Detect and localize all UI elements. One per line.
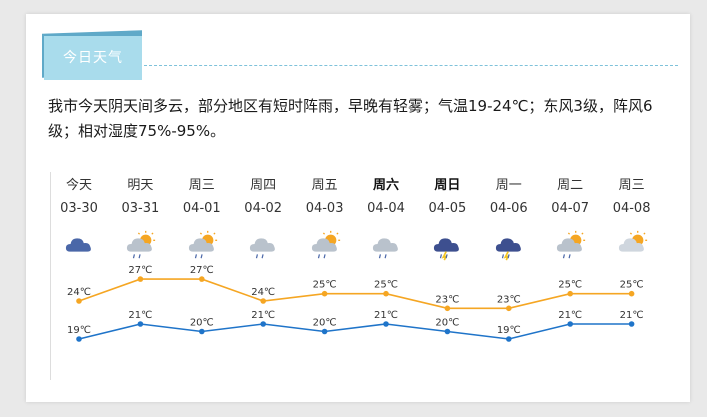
low-temp-label: 21℃ (558, 310, 582, 321)
low-temp-label: 19℃ (67, 325, 91, 336)
high-temp-label: 25℃ (558, 280, 582, 291)
low-temp-label: 20℃ (190, 318, 214, 329)
cloud-rain-icon (250, 238, 276, 259)
high-temp-label: 27℃ (190, 265, 214, 276)
low-temp-point (199, 328, 205, 335)
low-temp-point (567, 321, 573, 327)
high-temp-point (137, 276, 144, 282)
day-label: 今天 (65, 178, 92, 193)
day-date: 04-07 (551, 201, 590, 216)
title-dashed-rule (144, 65, 678, 66)
section-tab: 今日天气 (42, 30, 144, 80)
sun-cloud-shower-icon (557, 230, 586, 259)
temperature-chart: 24℃ 19℃ 27℃ 21℃ 27℃ 20℃ 24℃ 21℃ 25℃ 20℃ 25℃ 21℃ 23℃ 2… (67, 265, 644, 342)
high-temp-point (628, 290, 635, 297)
high-temp-line (78, 278, 632, 310)
day-date: 04-04 (367, 201, 405, 216)
low-temp-label: 21℃ (620, 310, 644, 321)
day-date: 04-08 (612, 201, 651, 216)
forecast-left-rule (50, 172, 51, 380)
sun-cloud-icon (618, 230, 647, 252)
weather-card: 今日天气 我市今天阴天间多云，部分地区有短时阵雨，早晚有轻雾；气温19-24℃；… (26, 14, 690, 402)
high-temp-point (444, 305, 451, 312)
day-date: 04-02 (244, 201, 283, 216)
day-label: 明天 (127, 178, 154, 193)
day-label: 周二 (557, 178, 584, 193)
high-temp-point (199, 276, 205, 282)
low-temp-label: 21℃ (128, 310, 152, 321)
cloud-rain-icon (372, 238, 398, 259)
day-label: 周六 (372, 178, 399, 193)
low-temp-point (76, 336, 82, 342)
overcast-icon (65, 238, 91, 252)
high-temp-label: 25℃ (313, 280, 337, 291)
day-label: 周四 (250, 178, 277, 193)
sun-cloud-shower-icon (311, 230, 340, 259)
sun-cloud-shower-icon (127, 230, 156, 259)
high-temp-point (383, 290, 389, 297)
high-temp-label: 23℃ (497, 294, 521, 305)
day-label: 周日 (434, 178, 461, 193)
day-date: 03-31 (121, 201, 160, 216)
day-date: 04-03 (305, 201, 344, 216)
day-date: 04-05 (428, 201, 467, 216)
day-label: 周三 (188, 178, 215, 193)
high-temp-label: 25℃ (620, 280, 644, 291)
low-temp-label: 20℃ (435, 318, 459, 329)
low-temp-label: 21℃ (374, 310, 398, 321)
low-temp-point (506, 336, 512, 342)
high-temp-label: 24℃ (251, 287, 275, 298)
high-temp-label: 24℃ (67, 287, 91, 298)
low-temp-label: 20℃ (313, 318, 337, 329)
day-label: 周三 (618, 178, 645, 193)
day-date: 03-30 (60, 201, 98, 216)
day-date: 04-01 (182, 201, 221, 216)
section-title: 今日天气 (44, 36, 142, 80)
high-temp-point (321, 290, 328, 297)
sun-cloud-shower-icon (188, 230, 217, 259)
high-temp-point (76, 298, 82, 304)
weather-summary: 我市今天阴天间多云，部分地区有短时阵雨，早晚有轻雾；气温19-24℃；东风3级，… (48, 97, 653, 140)
thunderstorm-icon (495, 238, 521, 261)
low-temp-point (260, 321, 266, 327)
high-temp-label: 27℃ (128, 265, 152, 276)
low-temp-label: 19℃ (497, 325, 521, 336)
low-temp-point (137, 321, 144, 327)
low-temp-point (321, 328, 328, 335)
thunderstorm-icon (434, 238, 460, 261)
low-temp-point (383, 321, 389, 327)
high-temp-point (506, 305, 512, 312)
day-date: 04-06 (489, 201, 528, 216)
high-temp-point (567, 290, 573, 297)
low-temp-point (444, 328, 451, 335)
high-temp-label: 25℃ (374, 280, 398, 291)
high-temp-label: 23℃ (435, 294, 459, 305)
low-temp-label: 21℃ (251, 310, 275, 321)
day-label: 周一 (495, 178, 522, 193)
low-temp-point (628, 321, 635, 327)
low-temp-line (78, 323, 632, 340)
day-label: 周五 (311, 178, 338, 193)
high-temp-point (260, 298, 266, 304)
